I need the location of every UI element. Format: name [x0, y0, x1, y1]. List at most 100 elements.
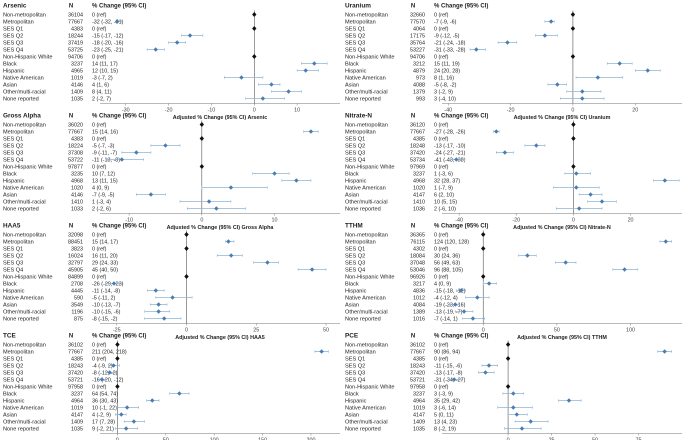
n-value: 4383 — [71, 137, 83, 143]
n-value: 1035 — [71, 97, 83, 103]
x-tick-label: 50 — [554, 328, 560, 334]
reference-marker — [571, 164, 576, 169]
n-value: 4964 — [413, 399, 425, 405]
pct-header: % Change (95% CI) — [92, 4, 146, 10]
row-label: SES Q1 — [3, 137, 23, 143]
estimate-label: -27 (-28, -26) — [434, 130, 466, 136]
row-label: Non-metropolitan — [3, 343, 46, 349]
x-axis-label: Adjusted % Change (95% CI) Nitrate-N — [513, 225, 611, 231]
n-value: 94706 — [68, 55, 83, 61]
panel-gross-alpha: Gross Alpha N % Change (95% CI) Non-metropo… — [3, 113, 340, 231]
row-label: Asian — [345, 193, 359, 199]
estimate-point — [519, 426, 525, 431]
estimate-label: 0 (ref) — [92, 137, 107, 143]
n-value: 4084 — [413, 303, 425, 309]
reference-marker — [115, 342, 120, 347]
x-tick-label: 75 — [636, 438, 642, 440]
n-value: 36104 — [68, 13, 83, 19]
estimate-point — [475, 295, 480, 300]
row-label: None reported — [345, 207, 381, 213]
x-tick-label: 20 — [628, 218, 634, 224]
n-value: 32098 — [68, 233, 83, 239]
n-value: 4385 — [413, 137, 425, 143]
row-label: SES Q4 — [345, 158, 365, 164]
estimate-point — [548, 19, 554, 24]
x-tick-label: -30 — [122, 108, 130, 114]
panel-title: PCE — [345, 333, 359, 340]
n-value: 973 — [416, 76, 425, 82]
row-label: Hispanic — [3, 399, 25, 405]
n-header: N — [69, 114, 73, 120]
reference-marker — [570, 12, 576, 17]
estimate-label: -19 (-23, -16) — [434, 303, 466, 309]
estimate-point — [206, 199, 212, 204]
n-value: 1036 — [413, 207, 425, 213]
panel-title: Uranium — [345, 3, 371, 10]
estimate-point — [528, 419, 533, 424]
n-value: 4088 — [413, 83, 425, 89]
row-label: Native American — [3, 406, 44, 412]
estimate-label: -15 (-18, -12) — [434, 289, 466, 295]
row-label: Other/multi-racial — [345, 420, 388, 426]
n-value: 53725 — [68, 48, 83, 54]
estimate-label: 0 (ref) — [434, 55, 449, 61]
reference-marker — [199, 122, 205, 127]
row-label: SES Q2 — [3, 254, 23, 260]
reference-marker — [570, 26, 576, 31]
estimate-label: -9 (-11, -7) — [92, 151, 117, 157]
estimate-label: -5 (-8, -2) — [434, 83, 457, 89]
estimate-label: -9 (-12, -5) — [434, 34, 460, 40]
n-value: 993 — [416, 97, 425, 103]
reference-marker — [115, 384, 120, 389]
estimate-point — [308, 129, 314, 134]
row-label: Metropolitan — [3, 130, 34, 136]
estimate-label: 10 (7, 12) — [92, 172, 115, 178]
x-tick-label: 150 — [258, 438, 267, 440]
estimate-label: 4 (1, 6) — [92, 83, 109, 89]
panel-tthm: TTHM N % Change (95% CI) Non-metropolitan 36… — [345, 223, 682, 341]
estimate-point — [269, 82, 274, 87]
row-label: Non-metropolitan — [345, 123, 388, 129]
estimate-point — [505, 40, 510, 45]
estimate-label: 36 (30, 43) — [92, 399, 118, 405]
n-value: 97958 — [68, 385, 83, 391]
row-label: SES Q4 — [345, 268, 365, 274]
n-value: 77570 — [410, 20, 425, 26]
x-axis-label: Adjusted % Change (95% CI) HAA5 — [175, 335, 265, 341]
estimate-point — [124, 405, 130, 410]
n-value: 4879 — [413, 69, 425, 75]
estimate-label: -11 (-15, -6) — [434, 364, 462, 370]
row-label: Hispanic — [345, 179, 367, 185]
estimate-label: 0 (ref) — [434, 233, 449, 239]
estimate-label: 29 (24, 33) — [92, 261, 118, 267]
row-label: Asian — [345, 83, 359, 89]
estimate-point — [177, 391, 182, 396]
row-label: Non-metropolitan — [345, 233, 388, 239]
estimate-point — [111, 281, 117, 286]
row-label: SES Q2 — [345, 34, 365, 40]
row-label: Non-Hispanic White — [345, 385, 394, 391]
estimate-label: -18 (-20, -16) — [92, 41, 124, 47]
n-value: 1035 — [71, 427, 83, 433]
estimate-point — [502, 150, 508, 155]
estimate-label: 3 (-2, 9) — [434, 90, 453, 96]
row-label: Native American — [345, 76, 386, 82]
estimate-label: 3 (-3, 9) — [434, 392, 453, 398]
row-label: Non-metropolitan — [345, 13, 388, 19]
estimate-point — [228, 185, 234, 190]
estimate-label: -15 (-17, -12) — [92, 34, 124, 40]
row-label: Non-Hispanic White — [3, 55, 52, 61]
reference-marker — [481, 246, 486, 251]
estimate-label: -23 (-25, -21) — [92, 48, 124, 54]
n-value: 97969 — [410, 165, 425, 171]
row-label: Hispanic — [3, 69, 25, 75]
n-value: 53227 — [410, 48, 425, 54]
n-value: 53046 — [410, 268, 425, 274]
n-header: N — [411, 4, 415, 10]
estimate-point — [239, 75, 244, 80]
estimate-label: 0 (ref) — [434, 385, 449, 391]
estimate-label: 2 (-2, 7) — [92, 97, 111, 103]
row-label: Black — [3, 62, 17, 68]
x-tick-label: -40 — [455, 218, 463, 224]
reference-marker — [184, 232, 189, 237]
